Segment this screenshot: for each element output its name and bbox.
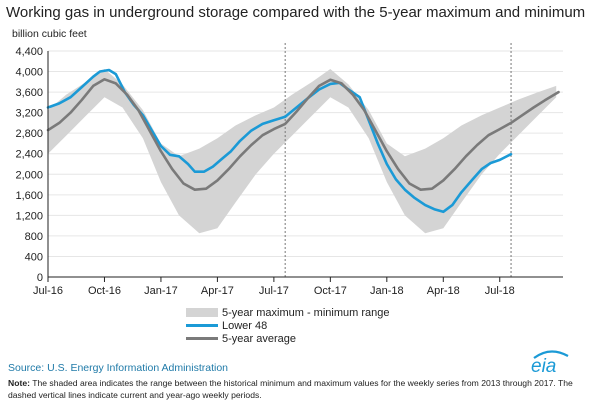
legend-swatch-range xyxy=(186,308,218,317)
y-tick-label: 1,600 xyxy=(15,190,43,202)
y-tick-label: 4,400 xyxy=(15,46,43,58)
y-tick-label: 3,600 xyxy=(15,87,43,99)
axes xyxy=(47,51,563,278)
x-tick-label: Apr-18 xyxy=(427,285,460,297)
logo-swoosh xyxy=(533,350,569,359)
y-tick-label: 400 xyxy=(25,251,43,263)
x-tick-label: Jul-17 xyxy=(259,285,289,297)
y-tick-label: 3,200 xyxy=(15,108,43,120)
range-band-area xyxy=(48,69,557,234)
x-tick-label: Jan-17 xyxy=(144,285,178,297)
legend-label-average: 5-year average xyxy=(222,332,296,345)
eia-logo: eia xyxy=(531,350,569,374)
average-line xyxy=(46,78,560,191)
y-tick-label: 2,800 xyxy=(15,128,43,140)
note-body: The shaded area indicates the range betw… xyxy=(8,378,573,400)
legend-item-range: 5-year maximum - minimum range xyxy=(186,306,389,319)
y-tick-label: 800 xyxy=(25,231,43,243)
logo-text: eia xyxy=(531,356,556,374)
legend-label-range: 5-year maximum - minimum range xyxy=(222,306,390,319)
y-tick-labels: 0 400 800 1,200 1,600 2,000 2,400 2,800 3,200 3,6… xyxy=(15,46,43,284)
y-tick-label: 4,000 xyxy=(15,67,43,79)
series-lines xyxy=(46,68,560,214)
note-label: Note: xyxy=(8,378,30,388)
y-tick-label: 2,000 xyxy=(15,169,43,181)
range-band xyxy=(48,69,557,234)
chart-title: Working gas in underground storage compa… xyxy=(6,4,586,21)
x-tick-labels: Jul-16 Oct-16 Jan-17 Apr-17 Jul-17 Oct-17 Jan-… xyxy=(33,277,515,297)
y-tick-label: 2,400 xyxy=(15,149,43,161)
storage-chart: 0 400 800 1,200 1,600 2,000 2,400 2,800 3,200 3,6… xyxy=(15,43,563,297)
y-tick-label: 1,200 xyxy=(15,210,43,222)
y-axis-label: billion cubic feet xyxy=(12,28,87,40)
legend-swatch-average xyxy=(186,337,218,340)
x-tick-label: Jul-18 xyxy=(485,285,515,297)
x-tick-label: Jan-18 xyxy=(370,285,404,297)
source-text: Source: U.S. Energy Information Administ… xyxy=(8,362,229,374)
legend-item-average: 5-year average xyxy=(186,332,389,345)
x-tick-label: Jul-16 xyxy=(33,285,63,297)
x-tick-label: Apr-17 xyxy=(201,285,234,297)
legend-label-lower48: Lower 48 xyxy=(222,319,268,332)
x-tick-label: Oct-16 xyxy=(88,285,121,297)
legend: 5-year maximum - minimum range Lower 48 … xyxy=(186,306,389,345)
note-text: Note: The shaded area indicates the rang… xyxy=(8,377,586,401)
legend-swatch-lower48 xyxy=(186,324,218,327)
x-tick-label: Oct-17 xyxy=(314,285,347,297)
y-tick-label: 0 xyxy=(37,272,43,284)
legend-item-lower48: Lower 48 xyxy=(186,319,389,332)
dashed-vlines xyxy=(284,43,512,277)
